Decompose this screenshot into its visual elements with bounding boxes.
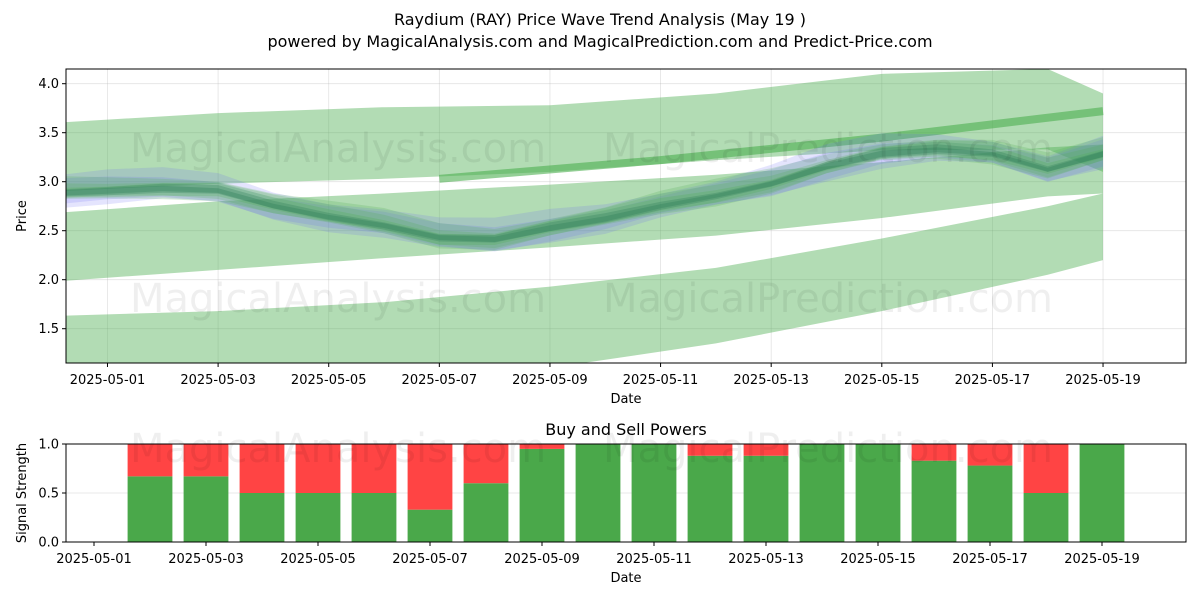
price-panel: MagicalAnalysis.com MagicalPrediction.co… bbox=[15, 68, 1187, 407]
price-x-tick-label: 2025-05-09 bbox=[512, 373, 588, 388]
sell-bar bbox=[239, 444, 285, 493]
signal-x-tick-label: 2025-05-19 bbox=[1064, 552, 1140, 567]
price-y-axis-label: Price bbox=[15, 200, 30, 232]
price-wave-band bbox=[66, 133, 1103, 251]
price-y-tick-label: 4.0 bbox=[38, 77, 59, 92]
buy-bar bbox=[687, 455, 733, 542]
price-wave-band bbox=[66, 139, 1103, 252]
price-axes-frame bbox=[65, 68, 1187, 364]
signal-watermarks: MagicalAnalysis.com MagicalPrediction.co… bbox=[130, 426, 1053, 472]
buy-bar bbox=[183, 476, 229, 542]
signal-bars bbox=[127, 444, 1125, 542]
buy-bar bbox=[407, 509, 453, 542]
price-y-tick-label: 3.0 bbox=[38, 175, 59, 190]
buy-bar bbox=[351, 493, 397, 542]
signal-x-tick-label: 2025-05-07 bbox=[392, 552, 468, 567]
price-x-axis-label: Date bbox=[610, 392, 641, 407]
sell-bar bbox=[351, 444, 397, 493]
price-x-tick-label: 2025-05-03 bbox=[180, 373, 256, 388]
signal-x-axis-label: Date bbox=[610, 571, 641, 586]
price-x-tick-label: 2025-05-01 bbox=[70, 373, 146, 388]
price-x-tick-label: 2025-05-13 bbox=[733, 373, 809, 388]
signal-ticks: 2025-05-01 2025-05-03 2025-05-05 2025-05-07… bbox=[38, 438, 1139, 568]
price-wave-band bbox=[66, 144, 1103, 243]
watermark-analysis: MagicalAnalysis.com bbox=[130, 426, 546, 472]
signal-chart-title: Buy and Sell Powers bbox=[545, 420, 707, 439]
price-grid bbox=[66, 69, 1186, 363]
price-x-tick-label: 2025-05-07 bbox=[402, 373, 478, 388]
buy-bar bbox=[239, 493, 285, 542]
price-wave-band bbox=[66, 140, 1103, 250]
price-channel-band bbox=[66, 69, 1103, 191]
price-channel-band bbox=[66, 144, 1103, 281]
sell-bar bbox=[743, 444, 789, 456]
price-y-tick-label: 1.5 bbox=[38, 322, 59, 337]
buy-bar bbox=[463, 483, 509, 542]
price-y-tick-label: 2.0 bbox=[38, 273, 59, 288]
signal-x-tick-label: 2025-05-11 bbox=[616, 552, 692, 567]
price-ticks: 2025-05-01 2025-05-03 2025-05-05 2025-05-07… bbox=[38, 77, 1141, 388]
price-wave-band bbox=[66, 137, 1103, 249]
buy-bar bbox=[1023, 493, 1069, 542]
buy-bar bbox=[519, 448, 565, 542]
watermark-analysis: MagicalAnalysis.com bbox=[130, 126, 546, 172]
buy-bar bbox=[799, 444, 845, 542]
price-wave-band bbox=[66, 147, 1103, 242]
buy-bar bbox=[967, 465, 1013, 542]
signal-x-tick-label: 2025-05-09 bbox=[504, 552, 580, 567]
price-wave-band bbox=[66, 141, 1103, 245]
price-x-tick-label: 2025-05-11 bbox=[623, 373, 699, 388]
signal-x-tick-label: 2025-05-17 bbox=[952, 552, 1028, 567]
sell-bar bbox=[1023, 444, 1069, 493]
sell-bar bbox=[911, 444, 957, 461]
signal-x-tick-label: 2025-05-03 bbox=[168, 552, 244, 567]
chart-title: Raydium (RAY) Price Wave Trend Analysis … bbox=[394, 10, 806, 29]
watermark-prediction: MagicalPrediction.com bbox=[603, 276, 1053, 322]
price-forecast-line bbox=[438, 107, 1104, 183]
signal-panel: Buy and Sell Powers MagicalAnalysis.com … bbox=[15, 420, 1187, 586]
price-x-tick-label: 2025-05-19 bbox=[1065, 373, 1141, 388]
buy-bar bbox=[743, 455, 789, 542]
price-x-tick-label: 2025-05-05 bbox=[291, 373, 367, 388]
price-y-tick-label: 2.5 bbox=[38, 224, 59, 239]
signal-y-tick-label: 1.0 bbox=[38, 438, 59, 453]
price-channel-band bbox=[66, 193, 1103, 363]
price-series-group bbox=[66, 69, 1104, 363]
buy-bar bbox=[911, 460, 957, 542]
signal-x-tick-label: 2025-05-15 bbox=[840, 552, 916, 567]
signal-y-axis-label: Signal Strength bbox=[15, 443, 30, 543]
price-x-tick-label: 2025-05-17 bbox=[955, 373, 1031, 388]
watermark-prediction: MagicalPrediction.com bbox=[603, 126, 1053, 172]
sell-bar bbox=[687, 444, 733, 456]
signal-x-tick-label: 2025-05-01 bbox=[56, 552, 132, 567]
sell-bar bbox=[407, 444, 453, 510]
sell-bar bbox=[967, 444, 1013, 466]
price-watermarks: MagicalAnalysis.com MagicalPrediction.co… bbox=[130, 126, 1053, 322]
watermark-prediction: MagicalPrediction.com bbox=[603, 426, 1053, 472]
signal-y-tick-label: 0.0 bbox=[38, 536, 59, 551]
sell-bar bbox=[295, 444, 341, 493]
buy-bar bbox=[575, 444, 621, 542]
price-bands bbox=[66, 69, 1104, 363]
price-x-tick-label: 2025-05-15 bbox=[844, 373, 920, 388]
signal-y-tick-label: 0.5 bbox=[38, 487, 59, 502]
signal-x-tick-label: 2025-05-05 bbox=[280, 552, 356, 567]
buy-bar bbox=[295, 493, 341, 542]
buy-bar bbox=[127, 476, 173, 542]
sell-bar bbox=[183, 444, 229, 477]
sell-bar bbox=[463, 444, 509, 484]
chart-subtitle: powered by MagicalAnalysis.com and Magic… bbox=[267, 32, 932, 51]
watermark-analysis: MagicalAnalysis.com bbox=[130, 276, 546, 322]
signal-x-tick-label: 2025-05-13 bbox=[728, 552, 804, 567]
buy-bar bbox=[1079, 444, 1125, 542]
sell-bar bbox=[519, 444, 565, 449]
price-y-tick-label: 3.5 bbox=[38, 126, 59, 141]
sell-bar bbox=[127, 444, 173, 477]
buy-bar bbox=[631, 444, 677, 542]
buy-bar bbox=[855, 444, 901, 542]
